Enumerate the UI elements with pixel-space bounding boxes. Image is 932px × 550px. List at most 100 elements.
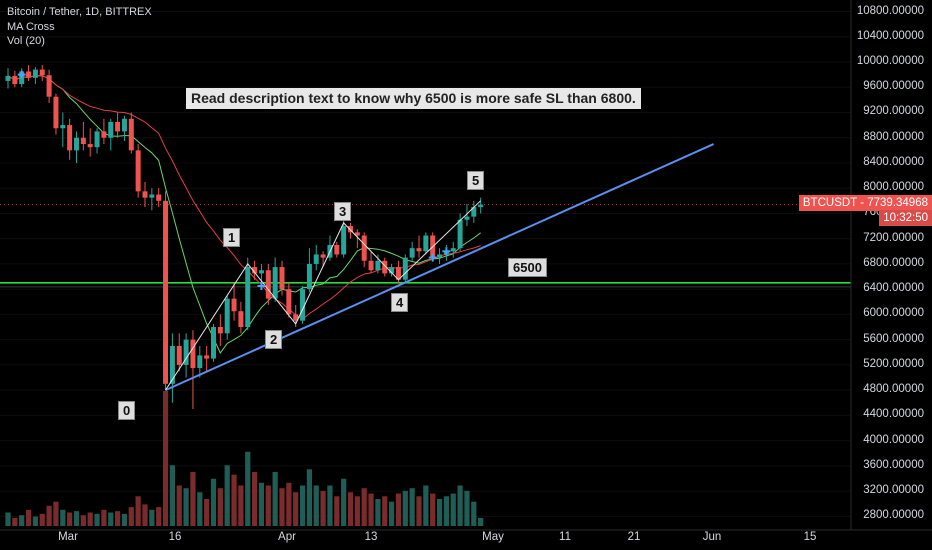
volume-bar xyxy=(245,451,251,526)
candle-body xyxy=(87,144,93,148)
candle-body xyxy=(464,216,470,220)
volume-bar xyxy=(46,505,52,526)
level-label[interactable]: 6500 xyxy=(508,258,547,277)
volume-bar xyxy=(183,488,189,526)
candle-body xyxy=(101,131,107,138)
volume-bar xyxy=(341,478,347,526)
candle-body xyxy=(416,248,422,252)
volume-bar xyxy=(361,488,367,526)
candle-body xyxy=(258,270,264,274)
volume-bar xyxy=(368,493,374,526)
time-axis-label: Mar xyxy=(58,531,78,543)
volume-bar xyxy=(382,496,388,526)
indicator-ma-cross[interactable]: MA Cross xyxy=(7,20,55,33)
volume-bar xyxy=(210,478,217,526)
time-axis-label: Jun xyxy=(702,531,722,543)
time-axis-label: 16 xyxy=(168,531,182,543)
volume-bar xyxy=(464,490,470,526)
candle-body xyxy=(238,311,244,328)
candle-body xyxy=(74,137,79,151)
wave-label-1[interactable]: 1 xyxy=(223,228,241,247)
wave-label-5[interactable]: 5 xyxy=(467,171,485,190)
volume-bar xyxy=(402,490,408,526)
wave-path xyxy=(165,200,481,391)
volume-bar xyxy=(32,516,38,526)
volume-bar xyxy=(108,512,114,526)
volume-bar xyxy=(279,488,285,526)
volume-bar xyxy=(217,488,223,526)
candle-body xyxy=(60,125,66,129)
countdown-tag: 10:32:50 xyxy=(879,210,932,226)
support-trendline xyxy=(165,143,714,392)
candle-body xyxy=(286,289,292,315)
time-axis-label: May xyxy=(482,531,504,543)
wave-label-3[interactable]: 3 xyxy=(334,202,352,221)
price-axis-label: 3600.00000 xyxy=(863,458,924,471)
volume-bar xyxy=(265,485,271,526)
candle-body xyxy=(272,267,278,299)
candle-body xyxy=(217,327,223,334)
candle-body xyxy=(423,235,429,252)
volume-bar xyxy=(231,474,237,526)
volume-bar xyxy=(87,512,93,526)
indicator-volume[interactable]: Vol (20) xyxy=(7,35,45,47)
volume-bar xyxy=(19,515,25,526)
ma-slow-line xyxy=(7,75,481,320)
grid xyxy=(0,11,851,517)
trendline-group[interactable] xyxy=(165,143,714,392)
price-axis-label: 5600.00000 xyxy=(863,332,924,345)
volume-bar xyxy=(320,490,326,526)
time-axis-label: Apr xyxy=(278,531,296,543)
candle-body xyxy=(26,71,32,78)
volume-bar xyxy=(53,501,59,526)
wave-path-group xyxy=(17,70,481,391)
candle-body xyxy=(457,219,463,249)
candle-body xyxy=(12,75,18,85)
price-axis-label: 4000.00000 xyxy=(863,433,924,446)
price-axis-label: 9200.00000 xyxy=(863,105,924,118)
annotation-note[interactable]: Read description text to know why 6500 i… xyxy=(186,88,641,109)
candle-body xyxy=(204,355,210,359)
volume-bar xyxy=(416,496,422,526)
wave-label-4[interactable]: 4 xyxy=(391,293,409,312)
volume-bar xyxy=(409,488,415,526)
volume-bar xyxy=(190,472,196,526)
price-tag-value: 7739.34968 xyxy=(867,197,928,209)
candle-body xyxy=(348,226,353,233)
wave-label-2[interactable]: 2 xyxy=(265,330,283,349)
volume-bar xyxy=(121,513,128,526)
candle-body xyxy=(341,226,347,255)
symbol-title[interactable]: Bitcoin / Tether, 1D, BITTREX xyxy=(7,6,152,18)
candle-body xyxy=(389,267,395,274)
time-axis-label: 13 xyxy=(364,531,378,543)
price-tag-separator: - xyxy=(860,197,868,209)
ma-fast-line xyxy=(7,75,481,354)
volume-bar xyxy=(286,482,292,526)
volume-bar xyxy=(306,469,312,526)
candle-body xyxy=(183,339,189,365)
volume-bar xyxy=(115,511,121,526)
time-axis-label: 11 xyxy=(559,531,571,543)
wave-label-0[interactable]: 0 xyxy=(118,401,136,420)
price-axis-label: 3200.00000 xyxy=(863,484,924,497)
candles xyxy=(5,65,484,410)
price-axis-label: 8800.00000 xyxy=(863,130,924,143)
volume-bar xyxy=(101,509,107,526)
volume-bar xyxy=(258,482,265,526)
candle-body xyxy=(279,267,285,290)
candle-body xyxy=(382,260,388,274)
volume-bar xyxy=(389,501,395,526)
price-axis-label: 10000.00000 xyxy=(856,55,924,67)
candle-body xyxy=(80,137,86,145)
candle-body xyxy=(121,118,127,132)
volume-bar xyxy=(5,512,11,526)
price-axis-label: 8400.00000 xyxy=(863,155,924,168)
level-line-group[interactable] xyxy=(0,204,851,288)
volume-bar xyxy=(478,517,484,526)
candle-body xyxy=(142,191,148,198)
volume-bar xyxy=(457,485,463,526)
candle-body xyxy=(437,254,443,258)
candle-body xyxy=(115,121,121,132)
